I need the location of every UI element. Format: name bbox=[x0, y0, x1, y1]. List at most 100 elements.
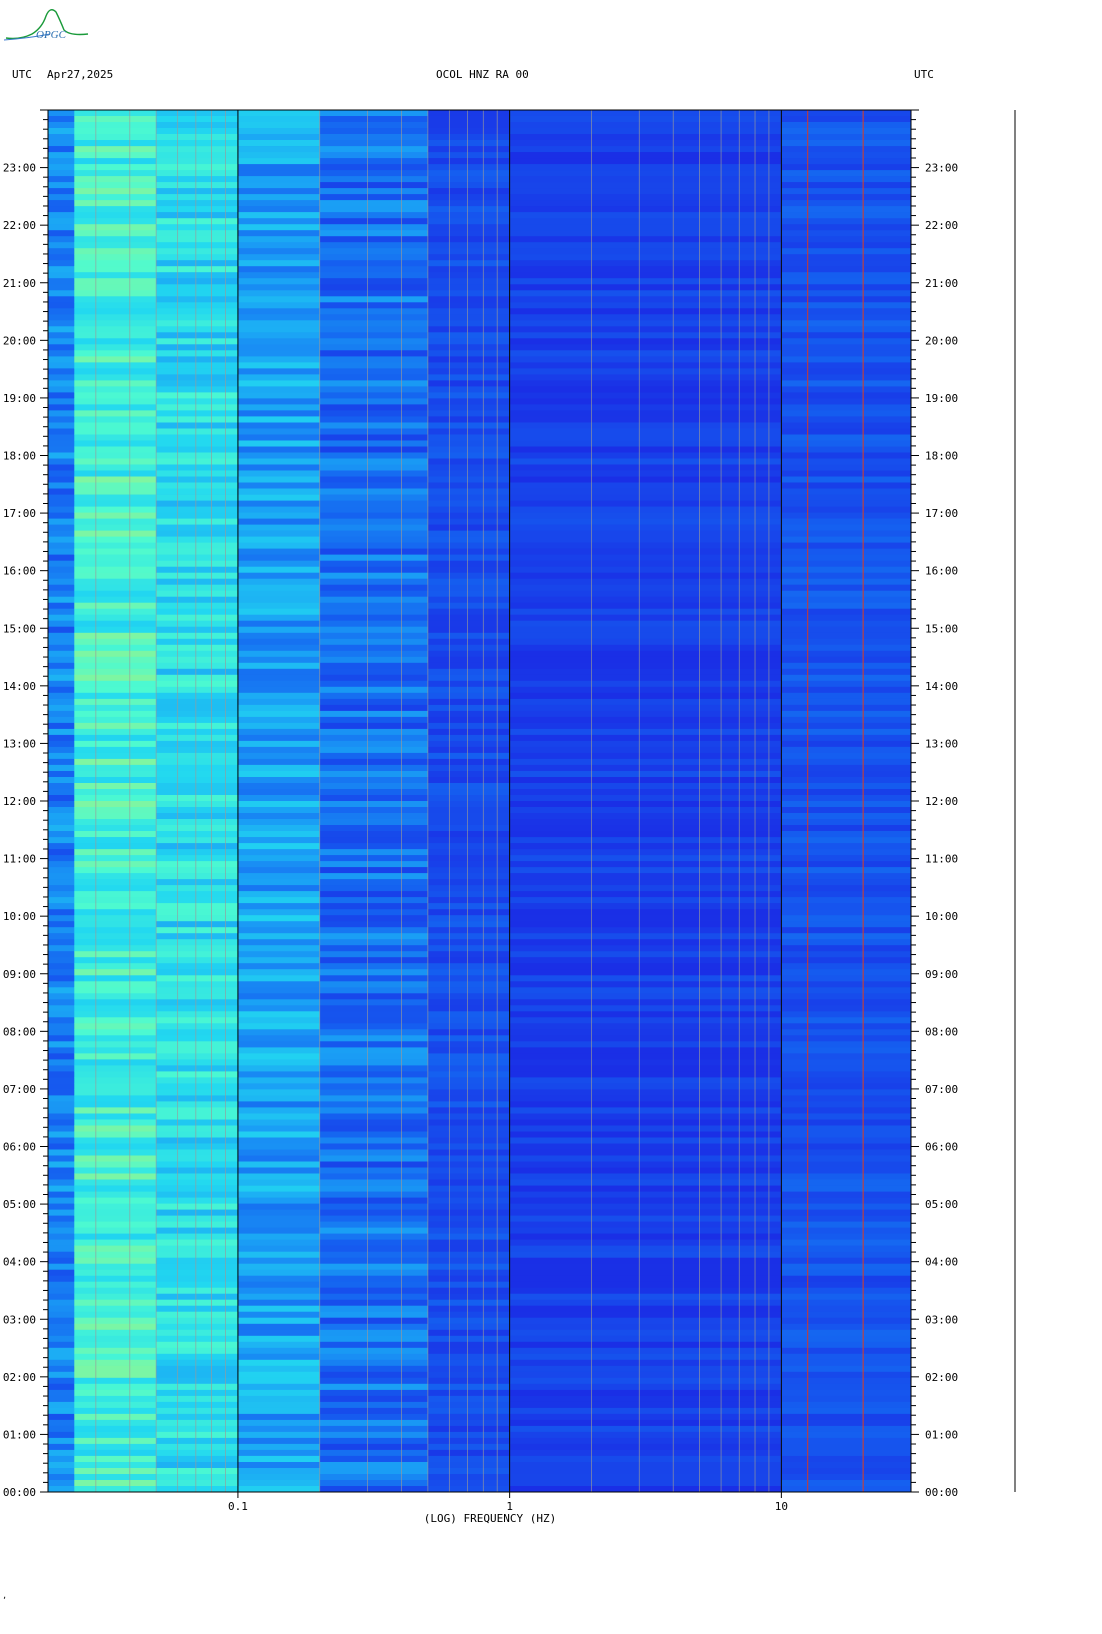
heatmap-cell bbox=[74, 1431, 157, 1439]
heatmap-cell bbox=[48, 897, 75, 904]
heatmap-cell bbox=[427, 1005, 511, 1012]
heatmap-cell bbox=[48, 1005, 75, 1012]
heatmap-cell bbox=[781, 572, 912, 580]
heatmap-cell bbox=[781, 452, 912, 459]
heatmap-cell bbox=[237, 602, 321, 610]
heatmap-cell bbox=[156, 825, 239, 832]
heatmap-cell bbox=[48, 1173, 75, 1180]
heatmap-cell bbox=[319, 1005, 429, 1012]
heatmap-cell bbox=[509, 518, 782, 525]
heatmap-cell bbox=[48, 218, 75, 225]
heatmap-cell bbox=[509, 933, 782, 940]
heatmap-cell bbox=[781, 1221, 912, 1228]
heatmap-cell bbox=[319, 302, 429, 309]
heatmap-cell bbox=[74, 915, 157, 922]
heatmap-cell bbox=[237, 837, 321, 844]
heatmap-cell bbox=[156, 206, 239, 213]
heatmap-cell bbox=[48, 542, 75, 549]
heatmap-cell bbox=[319, 1191, 429, 1198]
heatmap-cell bbox=[74, 1257, 157, 1265]
y-tick-label-left: 13:00 bbox=[3, 737, 36, 750]
heatmap-cell bbox=[319, 260, 429, 267]
heatmap-cell bbox=[156, 704, 239, 712]
heatmap-cell bbox=[156, 969, 239, 976]
heatmap-cell bbox=[237, 849, 321, 856]
heatmap-cell bbox=[509, 476, 782, 483]
heatmap-cell bbox=[509, 680, 782, 688]
heatmap-cell bbox=[781, 482, 912, 489]
heatmap-cell bbox=[74, 548, 157, 555]
heatmap-cell bbox=[48, 362, 75, 369]
heatmap-cell bbox=[237, 1468, 321, 1475]
heatmap-cell bbox=[509, 1173, 782, 1180]
heatmap-cell bbox=[427, 1251, 511, 1259]
heatmap-cell bbox=[237, 993, 321, 1000]
heatmap-cell bbox=[48, 1293, 75, 1301]
heatmap-cell bbox=[237, 596, 321, 604]
heatmap-cell bbox=[509, 795, 782, 802]
heatmap-cell bbox=[509, 368, 782, 375]
heatmap-cell bbox=[427, 218, 511, 225]
heatmap-cell bbox=[319, 1011, 429, 1018]
heatmap-cell bbox=[509, 344, 782, 351]
heatmap-cell bbox=[74, 933, 157, 940]
heatmap-cell bbox=[319, 596, 429, 604]
heatmap-cell bbox=[156, 861, 239, 868]
heatmap-cell bbox=[156, 254, 239, 261]
heatmap-cell bbox=[48, 1113, 75, 1120]
heatmap-cell bbox=[427, 1474, 511, 1481]
heatmap-cell bbox=[237, 338, 321, 345]
heatmap-cell bbox=[156, 572, 239, 580]
heatmap-cell bbox=[427, 1437, 511, 1445]
heatmap-cell bbox=[509, 969, 782, 976]
heatmap-cell bbox=[781, 1167, 912, 1174]
heatmap-cell bbox=[74, 849, 157, 856]
heatmap-cell bbox=[319, 1239, 429, 1246]
heatmap-cell bbox=[74, 710, 157, 718]
heatmap-cell bbox=[509, 536, 782, 543]
heatmap-cell bbox=[237, 969, 321, 976]
heatmap-cell bbox=[156, 1353, 239, 1361]
heatmap-cell bbox=[237, 987, 321, 994]
heatmap-cell bbox=[427, 867, 511, 874]
heatmap-cell bbox=[48, 933, 75, 940]
heatmap-cell bbox=[781, 1101, 912, 1108]
heatmap-cell bbox=[74, 1113, 157, 1120]
heatmap-cell bbox=[156, 957, 239, 964]
heatmap-cell bbox=[156, 1227, 239, 1234]
heatmap-cell bbox=[427, 1149, 511, 1156]
heatmap-cell bbox=[156, 1053, 239, 1060]
heatmap-cell bbox=[427, 410, 511, 417]
heatmap-cell bbox=[509, 1053, 782, 1060]
heatmap-cell bbox=[74, 302, 157, 309]
heatmap-cell bbox=[427, 1197, 511, 1204]
heatmap-cell bbox=[781, 302, 912, 309]
heatmap-cell bbox=[781, 909, 912, 916]
heatmap-cell bbox=[509, 1209, 782, 1216]
heatmap-cell bbox=[781, 1480, 912, 1487]
heatmap-cell bbox=[509, 1197, 782, 1204]
y-tick-label-left: 07:00 bbox=[3, 1083, 36, 1096]
heatmap-cell bbox=[509, 1005, 782, 1012]
heatmap-cell bbox=[319, 885, 429, 892]
heatmap-cell bbox=[427, 1425, 511, 1433]
heatmap-cell bbox=[319, 182, 429, 189]
heatmap-cell bbox=[237, 572, 321, 580]
heatmap-cell bbox=[156, 560, 239, 568]
heatmap-cell bbox=[48, 578, 75, 586]
heatmap-cell bbox=[237, 668, 321, 676]
heatmap-cell bbox=[156, 1011, 239, 1018]
heatmap-cell bbox=[156, 590, 239, 598]
heatmap-cell bbox=[509, 164, 782, 171]
heatmap-cell bbox=[237, 1263, 321, 1271]
heatmap-cell bbox=[781, 1107, 912, 1114]
heatmap-cell bbox=[156, 1395, 239, 1403]
heatmap-cell bbox=[237, 1035, 321, 1042]
heatmap-cell bbox=[509, 752, 782, 760]
heatmap-cell bbox=[781, 1377, 912, 1385]
heatmap-cell bbox=[509, 1293, 782, 1301]
heatmap-cell bbox=[509, 584, 782, 592]
heatmap-cell bbox=[781, 638, 912, 646]
heatmap-cell bbox=[237, 1083, 321, 1090]
